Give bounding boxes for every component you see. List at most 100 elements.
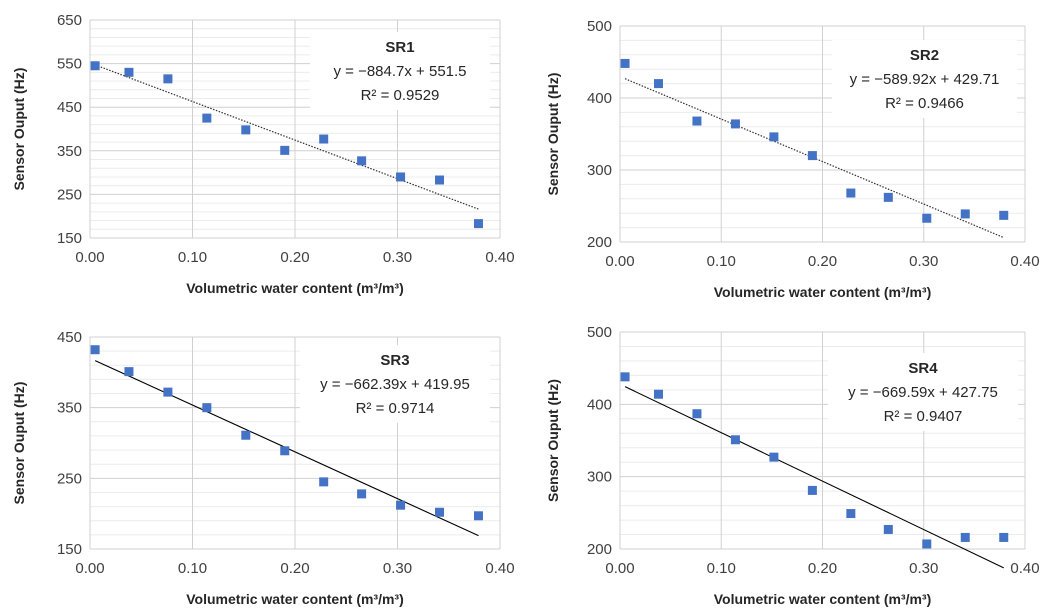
data-point bbox=[124, 367, 134, 377]
data-point bbox=[807, 151, 817, 161]
data-point bbox=[357, 156, 367, 166]
data-point bbox=[435, 175, 445, 185]
y-tick-label: 400 bbox=[587, 396, 612, 413]
x-tick-label: 0.00 bbox=[75, 249, 104, 266]
annotation-box bbox=[300, 345, 490, 423]
data-point bbox=[883, 524, 893, 534]
r-squared-label: R² = 0.9714 bbox=[356, 400, 435, 417]
x-tick-label: 0.10 bbox=[178, 249, 207, 266]
data-point bbox=[202, 403, 212, 413]
x-tick-label: 0.10 bbox=[707, 253, 736, 270]
data-point bbox=[999, 210, 1009, 220]
chart-panel-2: 200 300 400 500 0.00 0.10 0.20 0.30 0.40 Volumetr… bbox=[545, 18, 1040, 300]
data-point bbox=[730, 119, 740, 129]
x-axis-title: Volumetric water content (m³/m³) bbox=[186, 591, 404, 607]
x-tick-label: 0.40 bbox=[1010, 253, 1039, 270]
x-tick-label: 0.40 bbox=[485, 560, 514, 577]
x-tick-label: 0.00 bbox=[605, 253, 634, 270]
r-squared-label: R² = 0.9407 bbox=[884, 408, 963, 425]
trendline bbox=[94, 64, 479, 210]
y-tick-label: 150 bbox=[57, 230, 82, 247]
data-point bbox=[769, 452, 779, 462]
y-tick-label: 350 bbox=[57, 400, 82, 417]
x-axis-title: Volumetric water content (m³/m³) bbox=[186, 280, 404, 296]
regression-equation: y = −669.59x + 427.75 bbox=[848, 384, 998, 401]
data-point bbox=[163, 387, 173, 397]
y-tick-label: 450 bbox=[57, 99, 82, 116]
data-point bbox=[473, 511, 483, 521]
annotation-box bbox=[828, 353, 1018, 431]
data-point bbox=[883, 192, 893, 202]
data-point bbox=[653, 389, 663, 399]
data-point bbox=[846, 509, 856, 519]
data-point bbox=[922, 213, 932, 223]
x-tick-label: 0.20 bbox=[808, 253, 837, 270]
y-tick-label: 250 bbox=[57, 470, 82, 487]
data-point bbox=[357, 489, 367, 499]
data-point bbox=[280, 145, 290, 155]
x-tick-label: 0.30 bbox=[383, 560, 412, 577]
y-axis-title: Sensor Ouput (Hz) bbox=[11, 382, 27, 505]
r-squared-label: R² = 0.9466 bbox=[885, 95, 964, 112]
chart-panel-1: 150 250 350 450 550 650 0.00 0.10 0.20 0.30 0.40 Vo… bbox=[11, 12, 515, 296]
x-tick-label: 0.30 bbox=[383, 249, 412, 266]
data-point bbox=[692, 409, 702, 419]
data-point bbox=[124, 67, 134, 77]
data-point bbox=[620, 58, 630, 68]
data-point bbox=[319, 134, 329, 144]
data-point bbox=[163, 74, 173, 84]
data-point bbox=[90, 61, 100, 71]
data-point bbox=[846, 188, 856, 198]
data-point bbox=[241, 125, 251, 135]
sensor-name-label: SR3 bbox=[380, 352, 409, 369]
regression-equation: y = −589.92x + 429.71 bbox=[850, 71, 1000, 88]
sensor-name-label: SR1 bbox=[385, 39, 414, 56]
x-axis-title: Volumetric water content (m³/m³) bbox=[714, 591, 932, 607]
data-point bbox=[922, 539, 932, 549]
x-tick-label: 0.20 bbox=[280, 560, 309, 577]
chart-panel-3: 150 250 350 450 0.00 0.10 0.20 0.30 0.40 Volumetr… bbox=[11, 329, 515, 607]
y-tick-label: 550 bbox=[57, 56, 82, 73]
x-tick-label: 0.20 bbox=[808, 560, 837, 577]
y-tick-label: 450 bbox=[57, 329, 82, 346]
y-tick-label: 650 bbox=[57, 12, 82, 29]
data-point bbox=[692, 116, 702, 126]
y-axis-title: Sensor Ouput (Hz) bbox=[545, 73, 561, 196]
x-tick-label: 0.30 bbox=[909, 253, 938, 270]
x-tick-label: 0.00 bbox=[75, 560, 104, 577]
x-tick-label: 0.40 bbox=[485, 249, 514, 266]
x-tick-label: 0.40 bbox=[1010, 560, 1039, 577]
data-point bbox=[769, 132, 779, 142]
y-tick-label: 250 bbox=[57, 186, 82, 203]
trendline bbox=[624, 386, 1004, 569]
y-axis-title: Sensor Ouput (Hz) bbox=[545, 379, 561, 502]
data-point bbox=[960, 532, 970, 542]
data-point bbox=[396, 172, 406, 182]
y-tick-label: 200 bbox=[587, 234, 612, 251]
x-tick-label: 0.10 bbox=[178, 560, 207, 577]
data-point bbox=[730, 435, 740, 445]
regression-equation: y = −662.39x + 419.95 bbox=[320, 376, 470, 393]
data-point bbox=[807, 485, 817, 495]
data-point bbox=[241, 430, 251, 440]
y-axis-title: Sensor Ouput (Hz) bbox=[11, 68, 27, 191]
y-tick-label: 350 bbox=[57, 143, 82, 160]
data-point bbox=[473, 219, 483, 229]
data-point bbox=[620, 372, 630, 382]
x-tick-label: 0.20 bbox=[280, 249, 309, 266]
regression-equation: y = −884.7x + 551.5 bbox=[333, 63, 466, 80]
x-tick-label: 0.30 bbox=[909, 560, 938, 577]
x-axis-title: Volumetric water content (m³/m³) bbox=[714, 284, 932, 300]
sensor-name-label: SR4 bbox=[908, 360, 938, 377]
r-squared-label: R² = 0.9529 bbox=[361, 87, 440, 104]
data-point bbox=[90, 345, 100, 355]
y-tick-label: 300 bbox=[587, 469, 612, 486]
data-point bbox=[999, 532, 1009, 542]
data-point bbox=[653, 79, 663, 89]
data-point bbox=[960, 209, 970, 219]
y-tick-label: 500 bbox=[587, 18, 612, 35]
y-tick-label: 300 bbox=[587, 162, 612, 179]
annotation-box bbox=[832, 40, 1017, 118]
sensor-name-label: SR2 bbox=[910, 47, 939, 64]
